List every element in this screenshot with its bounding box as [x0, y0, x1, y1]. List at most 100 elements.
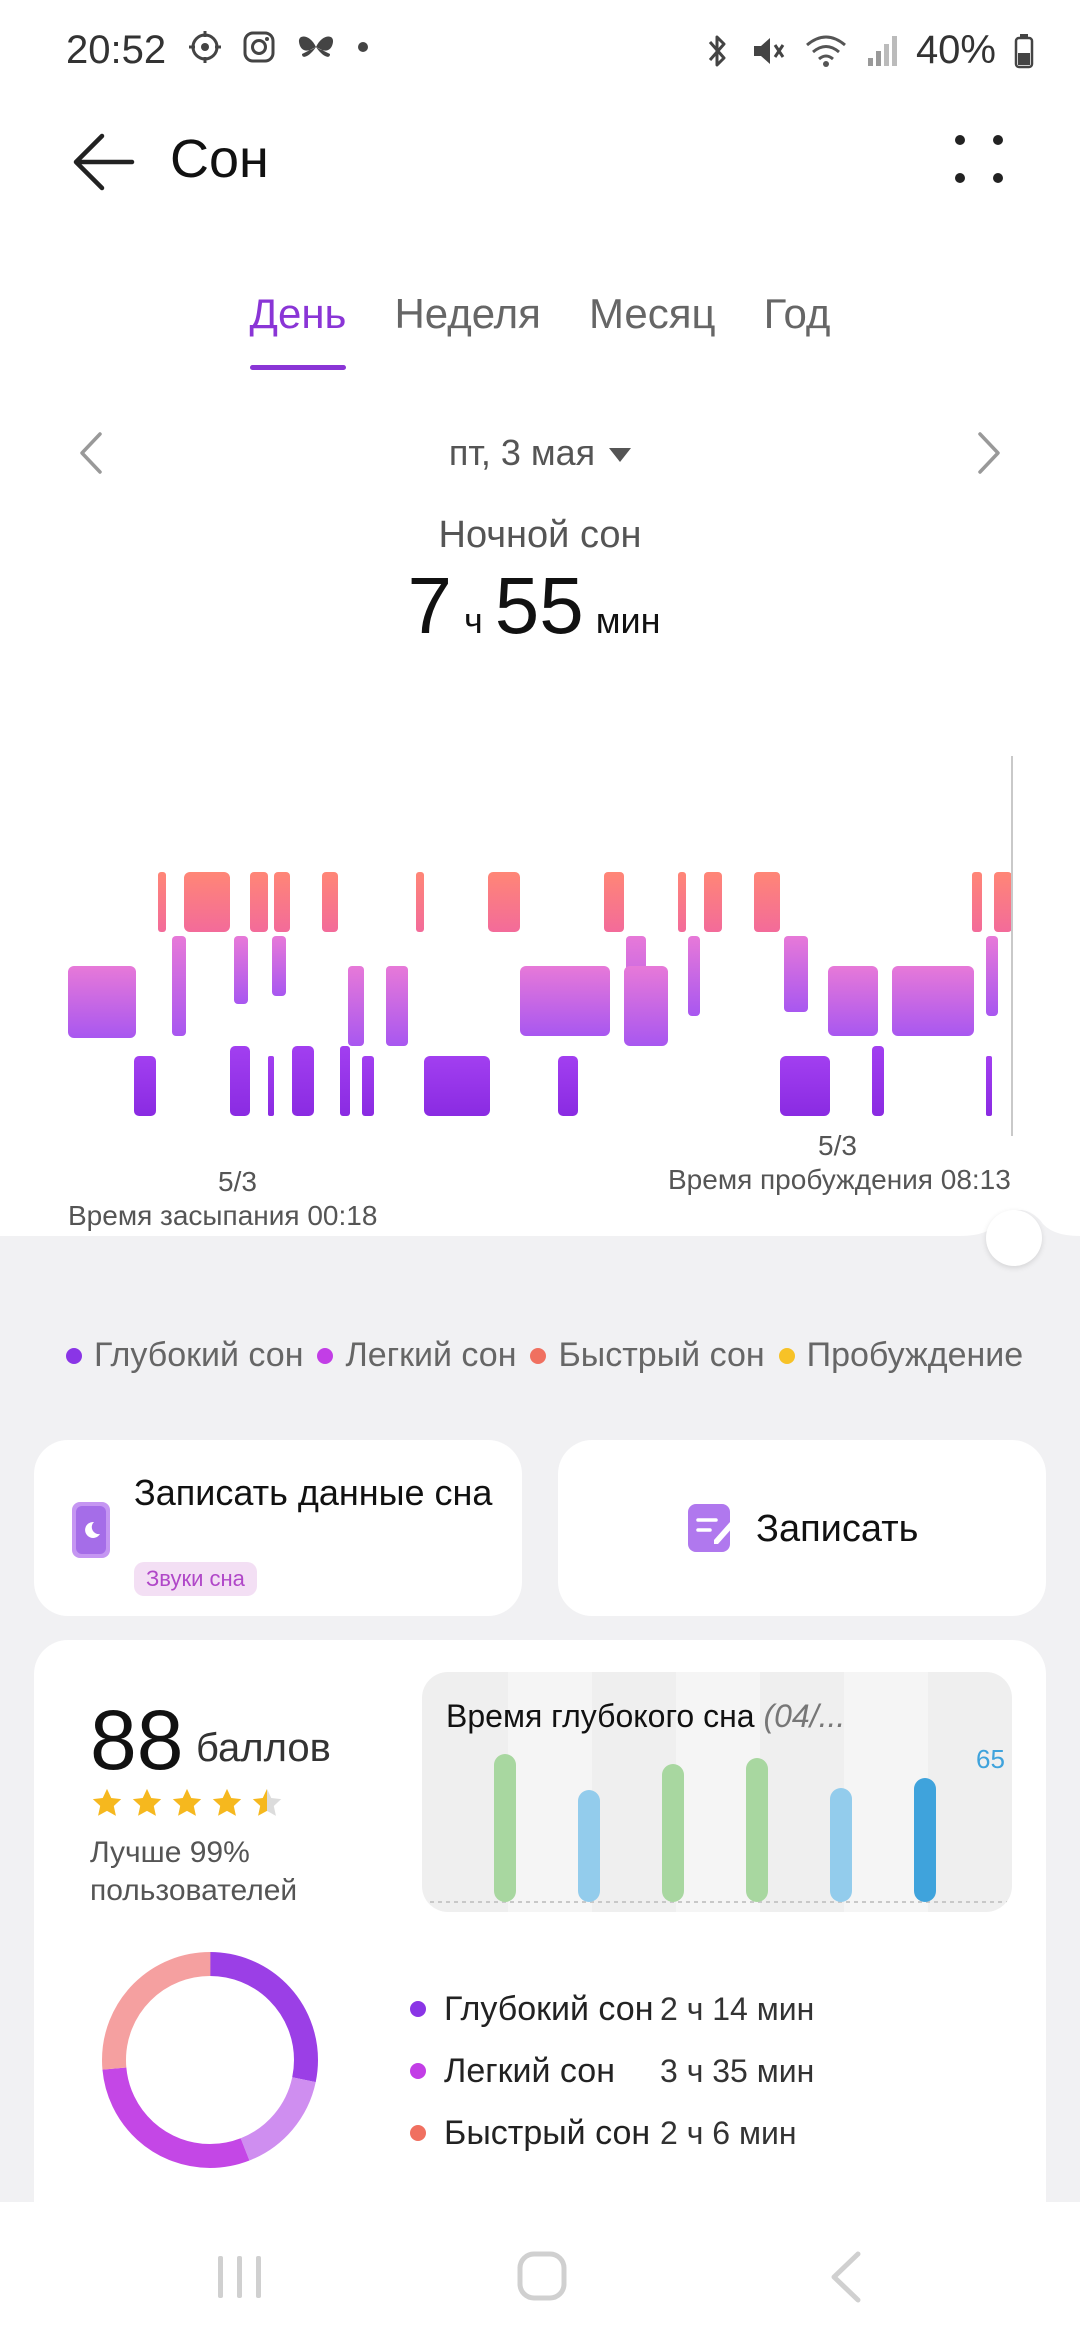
deep-bar-6 [914, 1778, 936, 1902]
status-icons-left [188, 30, 370, 64]
legend-light: Легкий сон [317, 1336, 516, 1375]
hypnogram-chart [68, 756, 1013, 1136]
breakdown-rem-dot [410, 2125, 426, 2141]
recents-icon[interactable] [214, 2254, 266, 2300]
breakdown-row-deep: Глубокий сон 2 ч 14 мин [410, 1978, 814, 2040]
chevron-right-icon[interactable] [970, 428, 1010, 478]
breakdown-light-value: 3 ч 35 мин [660, 2052, 815, 2089]
better-than-users: Лучше 99% пользователей [90, 1836, 298, 1907]
caret-down-icon [609, 448, 632, 463]
bluetooth-icon [708, 35, 726, 66]
status-bar: 20:52 40% [0, 0, 1080, 100]
deep-bar-4 [746, 1758, 768, 1902]
wake-time: Время пробуждения 08:13 [668, 1164, 1011, 1195]
tab-day[interactable]: День [249, 290, 346, 370]
night-sleep-label: Ночной сон [438, 514, 642, 556]
legend-light-dot [317, 1347, 334, 1364]
butterfly-icon [298, 36, 334, 57]
breakdown-row-rem: Быстрый сон 2 ч 6 мин [410, 2102, 814, 2164]
note-edit-icon [688, 1504, 734, 1552]
legend-rem-dot [530, 1347, 547, 1364]
breakdown-rem-value: 2 ч 6 мин [660, 2114, 797, 2151]
legend-awake-label: Пробуждение [806, 1336, 1024, 1374]
duration-hours: 7 [407, 561, 453, 650]
sleep-breakdown-list: Глубокий сон 2 ч 14 мин Легкий сон 3 ч 3… [410, 1978, 814, 2164]
date-selector[interactable]: пт, 3 мая [0, 432, 1080, 474]
breakdown-rem-name: Быстрый сон [444, 2113, 651, 2152]
duration-minutes-unit: мин [595, 600, 661, 641]
deep-sleep-title-text: Время глубокого сна [446, 1698, 755, 1734]
tab-week[interactable]: Неделя [394, 290, 541, 337]
tab-month[interactable]: Месяц [588, 290, 716, 337]
signal-icon [867, 35, 897, 66]
period-tabs: День Неделя Месяц Год [0, 290, 1080, 370]
record-sleep-data-title: Записать данные сна [134, 1472, 493, 1513]
deep-bar-2 [578, 1790, 600, 1902]
half-star-icon [252, 1788, 282, 1816]
deep-sleep-title: Время глубокого сна (04/... [446, 1698, 845, 1735]
star-icon [172, 1788, 202, 1816]
legend-deep-dot [66, 1347, 82, 1364]
legend-awake-dot [778, 1347, 795, 1364]
legend-deep-label: Глубокий сон [94, 1336, 304, 1374]
battery-percent: 40% [915, 28, 996, 72]
record-sleep-data-card[interactable] [34, 1440, 522, 1616]
system-navigation-bar [0, 2202, 1080, 2340]
date-text: пт, 3 мая [448, 432, 596, 473]
sleep-sounds-badge[interactable]: Звуки сна [134, 1562, 257, 1596]
mute-icon [753, 37, 785, 64]
star-icon [132, 1788, 162, 1816]
page-title: Сон [170, 129, 269, 189]
breakdown-deep-name: Глубокий сон [444, 1989, 654, 2028]
rem-blocks [158, 872, 1012, 932]
deep-sleep-trend-panel[interactable] [422, 1672, 1012, 1912]
wifi-icon [805, 35, 846, 67]
sleep-hypnogram[interactable] [68, 756, 1014, 1136]
deep-bar-1 [494, 1754, 516, 1902]
duration-hours-unit: ч [464, 600, 483, 641]
duration-minutes: 55 [494, 561, 584, 650]
status-icons-right: 40% [702, 28, 1034, 73]
instagram-icon [243, 31, 275, 63]
status-time: 20:52 [66, 28, 167, 72]
record-button-label: Записать [756, 1508, 919, 1550]
breakdown-deep-dot [410, 2001, 426, 2017]
deep-sleep-last-value: 65 [976, 1744, 1005, 1774]
timeline-scrubber-handle[interactable] [986, 1210, 1042, 1266]
back-arrow-icon[interactable] [68, 126, 140, 198]
location-target-icon [189, 31, 221, 63]
deep-sleep-range: (04/... [763, 1698, 846, 1734]
back-nav-icon[interactable] [826, 2250, 866, 2304]
home-icon[interactable] [516, 2250, 568, 2302]
legend-awake: Пробуждение [778, 1336, 1024, 1375]
sleep-duration: 7 ч 55 мин [0, 560, 1080, 652]
breakdown-deep-value: 2 ч 14 мин [660, 1990, 815, 2027]
sleep-legend: Глубокий сон Легкий сон Быстрый сон Проб… [66, 1336, 1023, 1375]
star-icon [92, 1788, 122, 1816]
sleep-score-unit: баллов [196, 1726, 331, 1770]
moon-phone-icon [72, 1502, 110, 1558]
record-card[interactable] [558, 1440, 1046, 1616]
tab-year[interactable]: Год [763, 290, 831, 337]
chevron-left-icon[interactable] [70, 428, 110, 478]
battery-icon [1014, 33, 1034, 68]
breakdown-light-name: Легкий сон [444, 2051, 615, 2090]
sleep-start-time: Время засыпания 00:18 [68, 1200, 378, 1231]
star-icon [212, 1788, 242, 1816]
deep-bar-5 [830, 1788, 852, 1902]
sleep-score-value: 88 [90, 1693, 184, 1787]
rating-stars [90, 1786, 284, 1820]
legend-rem-label: Быстрый сон [558, 1336, 765, 1374]
legend-light-label: Легкий сон [345, 1336, 517, 1374]
legend-deep: Глубокий сон [66, 1336, 303, 1375]
more-dots-icon[interactable] [950, 130, 1010, 190]
sleep-breakdown-donut [102, 1952, 318, 2168]
wake-date: 5/3 [818, 1130, 857, 1161]
light-blocks [68, 936, 998, 1046]
deep-blocks [134, 1046, 992, 1116]
deep-bar-3 [662, 1764, 684, 1902]
breakdown-row-light: Легкий сон 3 ч 35 мин [410, 2040, 814, 2102]
breakdown-light-dot [410, 2063, 426, 2079]
deep-sleep-mini-chart [422, 1672, 1012, 1912]
legend-rem: Быстрый сон [530, 1336, 765, 1375]
